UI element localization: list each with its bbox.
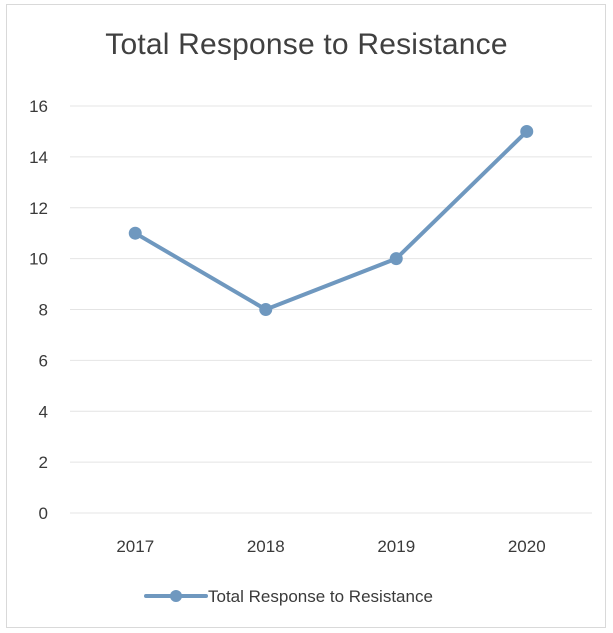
legend-label: Total Response to Resistance (208, 587, 433, 606)
y-tick-label: 14 (29, 148, 48, 167)
y-tick-label: 0 (39, 504, 48, 523)
data-point (520, 124, 534, 138)
y-tick-label: 8 (39, 301, 48, 320)
x-tick-label: 2020 (508, 537, 546, 556)
data-point (389, 252, 403, 266)
y-tick-label: 10 (29, 250, 48, 269)
data-point (259, 303, 273, 316)
y-tick-label: 16 (29, 97, 48, 116)
x-tick-label: 2019 (377, 537, 415, 556)
data-point (128, 226, 142, 240)
x-tick-label: 2018 (247, 537, 285, 556)
chart-frame (6, 4, 606, 628)
series-line (133, 129, 529, 312)
y-tick-label: 4 (39, 402, 48, 421)
y-tick-label: 6 (39, 351, 48, 370)
chart-title: Total Response to Resistance (105, 28, 508, 61)
legend-marker (170, 590, 182, 602)
x-tick-label: 2017 (116, 537, 154, 556)
y-tick-label: 2 (39, 453, 48, 472)
y-tick-label: 12 (29, 199, 48, 218)
